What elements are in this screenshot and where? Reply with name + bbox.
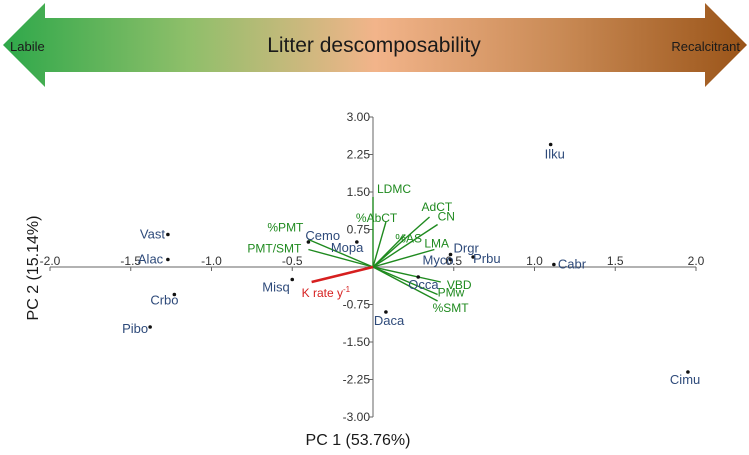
y-tick-label: 3.00 [347, 110, 371, 124]
point-label: Ilku [545, 147, 565, 162]
data-point [166, 257, 170, 262]
loading-label: PMT/SMT [247, 242, 302, 256]
y-tick-label: 1.50 [347, 185, 371, 199]
data-point [306, 240, 311, 244]
banner-title: Litter descomposability [267, 34, 481, 57]
loading-vector [372, 223, 438, 268]
data-point [471, 255, 475, 259]
loading-vector [372, 234, 406, 268]
loading-label: %AbCT [356, 211, 398, 225]
data-point [552, 262, 556, 267]
x-tick-label: -0.5 [282, 254, 303, 268]
response-vector-label: K rate y-1 [302, 285, 351, 300]
double-arrow-shape [3, 3, 747, 87]
point-label: Pibo [122, 321, 148, 336]
x-tick-label: -1.0 [201, 254, 222, 268]
loading-label: %PMT [267, 221, 304, 235]
loading-label: VBD [447, 278, 472, 292]
point-label: Mopa [331, 240, 364, 255]
x-tick-label: 1.5 [607, 254, 624, 268]
point-label: Myco [423, 253, 454, 268]
data-point [148, 325, 152, 329]
loading-vector [308, 238, 374, 268]
plot-area: -2.0 -1.5 -1.0 -0.5 0.5 1.0 1.5 2.0 3.00 2.25 1.50… [40, 110, 705, 424]
x-tick-label: 0.5 [445, 254, 462, 268]
x-axis-label: PC 1 (53.76%) [306, 432, 411, 449]
x-tick-label: 1.0 [526, 254, 543, 268]
loading-vector [372, 266, 438, 296]
point-label: Alac [138, 252, 164, 267]
loading-label: LMA [424, 237, 449, 251]
point-label: Misq [262, 280, 289, 295]
data-point [448, 257, 453, 262]
loading-label: %SMT [433, 301, 470, 315]
y-tick-label: -1.50 [343, 335, 371, 349]
point-label: Cimu [670, 372, 700, 387]
y-tick-label: -3.00 [343, 410, 371, 424]
loading-vector [372, 266, 438, 302]
data-point [686, 370, 690, 374]
response-vector [311, 265, 374, 284]
point-label: Cabr [558, 257, 587, 272]
y-axis-label: PC 2 (15.14%) [25, 216, 42, 321]
loading-vector [372, 216, 430, 268]
loading-vector [372, 248, 435, 268]
point-label: Cemo [305, 228, 340, 243]
decomposability-banner: Litter descomposability Labile Recalcitr… [3, 3, 747, 87]
loading-label: LDMC [377, 182, 411, 196]
data-point [448, 252, 453, 257]
loading-label: PMw [438, 286, 465, 300]
x-tick-label: 2.0 [688, 254, 705, 268]
loading-label: %AS [395, 232, 422, 246]
y-tick-label: -2.25 [343, 373, 371, 387]
loading-vector [308, 248, 374, 268]
y-tick-label: 0.75 [347, 223, 371, 237]
data-point [548, 142, 553, 147]
data-point [166, 232, 170, 237]
point-label: Crbo [150, 293, 178, 308]
point-label: Prbu [473, 251, 500, 266]
banner-left-label: Labile [10, 39, 45, 54]
point-label: Occa [408, 277, 439, 292]
data-point [172, 292, 177, 297]
loading-vector [372, 221, 387, 268]
data-point [290, 277, 295, 282]
data-point [416, 275, 421, 279]
point-label: Vast [140, 227, 165, 242]
loading-vector [372, 266, 441, 283]
y-tick-label: -0.75 [343, 298, 371, 312]
point-label: Drgr [454, 241, 480, 256]
loading-label: CN [438, 210, 455, 224]
banner-right-label: Recalcitrant [671, 39, 740, 54]
x-tick-label: -1.5 [120, 254, 141, 268]
y-tick-label: 2.25 [347, 148, 371, 162]
data-point [384, 310, 388, 314]
loading-label: AdCT [422, 200, 453, 214]
x-tick-label: -2.0 [40, 254, 61, 268]
point-label: Daca [374, 313, 405, 328]
data-point [355, 240, 359, 244]
